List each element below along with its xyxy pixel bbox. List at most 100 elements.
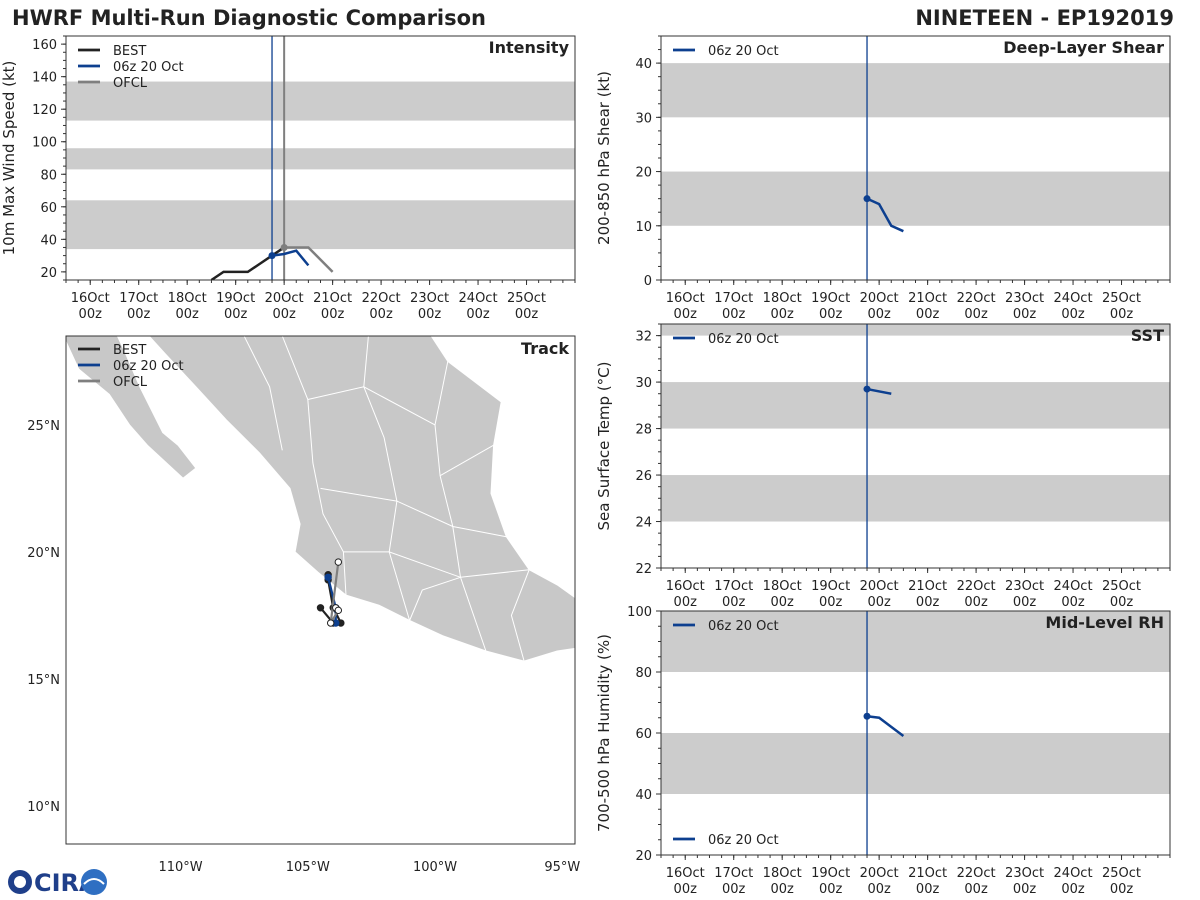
- x-tick-label: 00z: [127, 307, 151, 322]
- x-tick-label: 20Oct: [860, 866, 899, 881]
- x-tick-label: 17Oct: [714, 291, 753, 306]
- state-border: [439, 444, 494, 477]
- x-tick-label: 16Oct: [666, 579, 705, 594]
- x-tick-label: 00z: [674, 882, 698, 897]
- lat-label: 20°N: [27, 546, 60, 561]
- x-tick-label: 17Oct: [119, 291, 158, 306]
- x-tick-label: 00z: [466, 307, 490, 322]
- y-tick-label: 30: [635, 376, 652, 391]
- cira-logo: CIRA: [8, 869, 107, 897]
- logo-globe-icon: [81, 869, 107, 895]
- x-tick-label: 00z: [916, 882, 940, 897]
- state-border: [243, 336, 283, 451]
- legend-label: BEST: [113, 343, 146, 358]
- lon-label: 95°W: [544, 860, 580, 875]
- land-baja: [66, 336, 197, 479]
- x-tick-label: 18Oct: [168, 291, 207, 306]
- sst-chart: 22242628303216Oct00z17Oct00z18Oct00z19Oc…: [595, 323, 1171, 610]
- page-title: HWRF Multi-Run Diagnostic Comparison: [12, 6, 487, 30]
- x-tick-label: 00z: [964, 307, 988, 322]
- series-start-point: [863, 712, 871, 720]
- panel-title: SST: [1131, 326, 1164, 345]
- track-point: [334, 558, 343, 566]
- x-tick-label: 00z: [418, 307, 442, 322]
- x-tick-label: 00z: [224, 307, 248, 322]
- y-tick-label: 140: [32, 71, 57, 86]
- shear-chart: 01020304016Oct00z17Oct00z18Oct00z19Oct00…: [595, 35, 1171, 322]
- x-tick-label: 25Oct: [1102, 291, 1141, 306]
- x-tick-label: 18Oct: [763, 866, 802, 881]
- x-tick-label: 22Oct: [957, 866, 996, 881]
- x-tick-label: 20Oct: [265, 291, 304, 306]
- x-tick-label: 19Oct: [811, 291, 850, 306]
- y-tick-label: 20: [635, 166, 652, 181]
- legend-label: 06z 20 Oct: [113, 359, 184, 374]
- x-tick-label: 22Oct: [362, 291, 401, 306]
- y-axis-label: Sea Surface Temp (°C): [595, 361, 613, 530]
- shaded-band: [661, 611, 1170, 672]
- y-tick-label: 80: [635, 666, 652, 681]
- y-tick-label: 26: [635, 469, 652, 484]
- shaded-band: [66, 200, 575, 250]
- y-axis-label: 10m Max Wind Speed (kt): [0, 61, 18, 256]
- shaded-band: [66, 81, 575, 121]
- x-tick-label: 00z: [867, 595, 891, 610]
- x-tick-label: 00z: [674, 595, 698, 610]
- y-tick-label: 0: [644, 274, 652, 289]
- x-tick-label: 23Oct: [1005, 291, 1044, 306]
- x-tick-label: 00z: [321, 307, 345, 322]
- state-border: [409, 576, 461, 621]
- x-tick-label: 00z: [1110, 882, 1134, 897]
- x-tick-label: 24Oct: [1054, 579, 1093, 594]
- y-tick-label: 60: [40, 201, 57, 216]
- state-border: [510, 569, 530, 662]
- x-tick-label: 21Oct: [908, 291, 947, 306]
- intensity-chart: 2040608010012014016016Oct00z17Oct00z18Oc…: [0, 35, 576, 322]
- x-tick-label: 00z: [819, 882, 843, 897]
- legend-label: 06z 20 Oct: [708, 619, 779, 634]
- x-tick-label: 00z: [79, 307, 103, 322]
- lon-label: 110°W: [158, 860, 202, 875]
- x-tick-label: 21Oct: [313, 291, 352, 306]
- x-tick-label: 00z: [916, 307, 940, 322]
- state-border: [343, 551, 530, 578]
- rh-chart: 2040608010016Oct00z17Oct00z18Oct00z19Oct…: [595, 605, 1171, 897]
- shaded-band: [66, 148, 575, 170]
- map-frame: [65, 335, 576, 845]
- lat-label: 10°N: [27, 800, 60, 815]
- x-tick-label: 00z: [1013, 307, 1037, 322]
- lon-label: 105°W: [286, 860, 330, 875]
- x-tick-label: 00z: [722, 307, 746, 322]
- y-tick-label: 80: [40, 168, 57, 183]
- panel-title: Track: [521, 339, 569, 358]
- state-border: [434, 361, 487, 652]
- series-start-point: [280, 243, 288, 251]
- x-tick-label: 00z: [1013, 595, 1037, 610]
- x-tick-label: 18Oct: [763, 291, 802, 306]
- x-tick-label: 00z: [964, 595, 988, 610]
- series-line: [866, 714, 905, 738]
- x-tick-label: 00z: [515, 307, 539, 322]
- y-axis-label: 200-850 hPa Shear (kt): [595, 71, 613, 245]
- shaded-band: [661, 171, 1170, 226]
- x-tick-label: 00z: [964, 882, 988, 897]
- x-tick-label: 25Oct: [507, 291, 546, 306]
- series-line: [866, 197, 904, 233]
- y-tick-label: 24: [635, 516, 652, 531]
- x-tick-label: 00z: [771, 882, 795, 897]
- x-tick-label: 23Oct: [1005, 866, 1044, 881]
- plot-frame: [660, 323, 1171, 569]
- y-tick-label: 100: [32, 136, 57, 151]
- x-tick-label: 19Oct: [811, 579, 850, 594]
- x-tick-label: 00z: [819, 307, 843, 322]
- x-tick-label: 00z: [369, 307, 393, 322]
- y-tick-label: 10: [635, 220, 652, 235]
- x-tick-label: 00z: [1061, 882, 1085, 897]
- x-tick-label: 21Oct: [908, 866, 947, 881]
- x-tick-label: 23Oct: [1005, 579, 1044, 594]
- x-tick-label: 25Oct: [1102, 579, 1141, 594]
- y-tick-label: 22: [635, 562, 652, 577]
- track-point: [324, 573, 332, 581]
- series-start-point: [268, 252, 276, 260]
- lat-label: 15°N: [27, 673, 60, 688]
